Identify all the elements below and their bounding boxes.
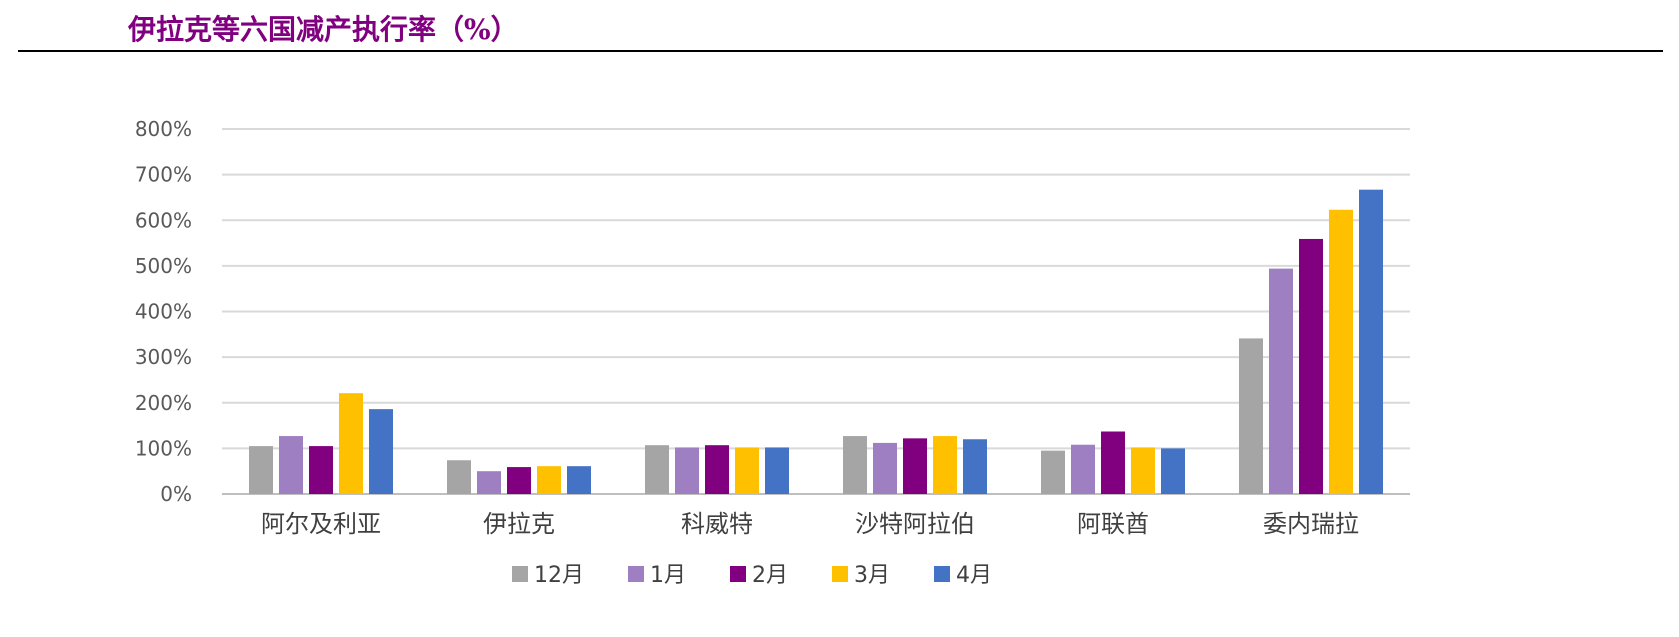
x-category-label: 委内瑞拉: [1263, 510, 1359, 538]
bar-3月: [735, 447, 759, 494]
bar-2月: [1101, 431, 1125, 494]
bar-4月: [1359, 189, 1383, 494]
y-tick-label: 500%: [135, 254, 192, 278]
bar-1月: [873, 442, 897, 494]
bar-1月: [477, 471, 501, 494]
legend-swatch: [512, 566, 528, 582]
legend-swatch: [832, 566, 848, 582]
x-category-label: 阿尔及利亚: [261, 510, 381, 538]
bar-4月: [369, 409, 393, 494]
legend-label: 12月: [534, 563, 584, 588]
bar-12月: [645, 445, 669, 494]
legend-swatch: [628, 566, 644, 582]
bar-4月: [567, 466, 591, 494]
bar-1月: [279, 436, 303, 494]
bar-3月: [339, 393, 363, 494]
legend-label: 3月: [854, 563, 890, 588]
y-tick-label: 600%: [135, 208, 192, 232]
bar-12月: [1041, 450, 1065, 494]
bar-4月: [1161, 448, 1185, 494]
bar-12月: [447, 460, 471, 494]
x-category-label: 科威特: [681, 510, 753, 538]
legend-swatch: [730, 566, 746, 582]
bar-2月: [507, 467, 531, 494]
legend-label: 1月: [650, 563, 686, 588]
bar-2月: [309, 446, 333, 494]
bar-12月: [843, 436, 867, 494]
legend-label: 2月: [752, 563, 788, 588]
bar-4月: [765, 447, 789, 494]
bar-3月: [933, 436, 957, 494]
bar-3月: [1329, 209, 1353, 494]
y-tick-label: 300%: [135, 345, 192, 369]
bar-1月: [675, 447, 699, 494]
legend-swatch: [934, 566, 950, 582]
chart-title: 伊拉克等六国减产执行率（%）: [128, 13, 519, 46]
x-category-label: 阿联酋: [1077, 510, 1149, 538]
bar-12月: [1239, 338, 1263, 494]
bar-3月: [1131, 447, 1155, 494]
y-tick-label: 400%: [135, 300, 192, 324]
y-tick-label: 700%: [135, 163, 192, 187]
y-tick-label: 800%: [135, 117, 192, 141]
legend-label: 4月: [956, 563, 992, 588]
bar-12月: [249, 446, 273, 494]
bar-2月: [903, 438, 927, 494]
bar-3月: [537, 466, 561, 494]
y-tick-label: 0%: [160, 482, 192, 506]
x-category-label: 伊拉克: [483, 510, 555, 538]
x-category-label: 沙特阿拉伯: [855, 510, 975, 538]
y-tick-label: 100%: [135, 436, 192, 460]
bar-2月: [705, 445, 729, 494]
bar-2月: [1299, 238, 1323, 494]
bar-1月: [1269, 268, 1293, 494]
y-tick-label: 200%: [135, 391, 192, 415]
bar-1月: [1071, 444, 1095, 494]
title-divider: [18, 50, 1663, 52]
bar-4月: [963, 439, 987, 494]
